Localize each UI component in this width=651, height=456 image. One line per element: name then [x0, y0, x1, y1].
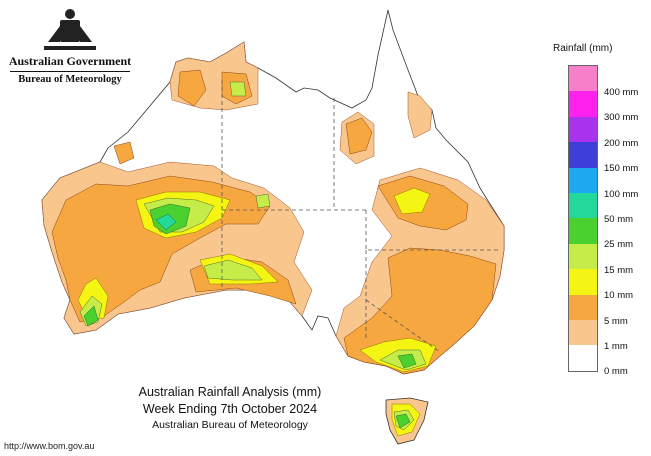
legend-swatch [569, 218, 597, 244]
sa-qld-border [365, 210, 500, 251]
legend-swatch [569, 91, 597, 117]
zone-25-50mm-southwest [83, 305, 99, 327]
legend-title: Rainfall (mm) [553, 43, 613, 54]
legend-swatch [569, 142, 597, 168]
legend-label: 0 mm [604, 366, 628, 378]
legend-swatch [569, 319, 597, 346]
caption-source: Australian Bureau of Meteorology [152, 419, 308, 431]
legend-label: 200 mm [604, 137, 639, 149]
zone-15-25mm-kimberley [255, 193, 271, 209]
zone-10-15mm-queensland [393, 187, 431, 215]
zone-25-50mm-tasmania [395, 413, 411, 429]
legend-label: 300 mm [604, 112, 639, 124]
legend-swatch [569, 192, 597, 219]
zone-5-10mm-nt-east [345, 117, 373, 155]
zone-1-5mm-cape [407, 91, 433, 139]
government-logo: Australian Government Bureau of Meteorol… [8, 8, 132, 85]
legend-label: 25 mm [604, 239, 634, 251]
caption-period: Week Ending 7th October 2024 [142, 402, 318, 416]
legend-swatch [569, 116, 597, 143]
state-borders [221, 80, 500, 353]
legend-swatch [569, 345, 597, 371]
caption-title: Australian Rainfall Analysis (mm) [138, 385, 322, 399]
legend-swatch [569, 66, 597, 92]
nsw-vic-border [365, 299, 441, 353]
legend-swatch [569, 167, 597, 193]
legend-label: 100 mm [604, 188, 639, 200]
website-link[interactable]: http://www.bom.gov.au [4, 441, 95, 451]
legend-label: 400 mm [604, 87, 639, 98]
legend-label: 1 mm [604, 341, 628, 352]
legend-label: 150 mm [604, 163, 639, 175]
coat-of-arms-icon [44, 9, 96, 50]
bureau-name: Bureau of Meteorology [18, 74, 122, 85]
legend-swatch [569, 243, 597, 270]
zone-25-50mm-victoria [397, 353, 417, 369]
legend-swatch [569, 269, 597, 295]
legend-label: 5 mm [604, 315, 628, 327]
legend-swatches [568, 65, 598, 372]
zone-15-25mm-arnhem [229, 81, 247, 97]
legend-label: 15 mm [604, 264, 634, 276]
government-name: Australian Government [8, 54, 132, 68]
zone-15-25mm-southern [203, 259, 263, 281]
logo-divider [10, 71, 130, 72]
legend-label: 10 mm [604, 290, 634, 302]
zone-5-10mm-kimberley [113, 141, 135, 165]
zone-5-10mm-north [177, 69, 207, 107]
zone-50-100mm-interior [155, 213, 177, 231]
legend-label: 50 mm [604, 214, 634, 225]
legend-swatch [569, 294, 597, 320]
